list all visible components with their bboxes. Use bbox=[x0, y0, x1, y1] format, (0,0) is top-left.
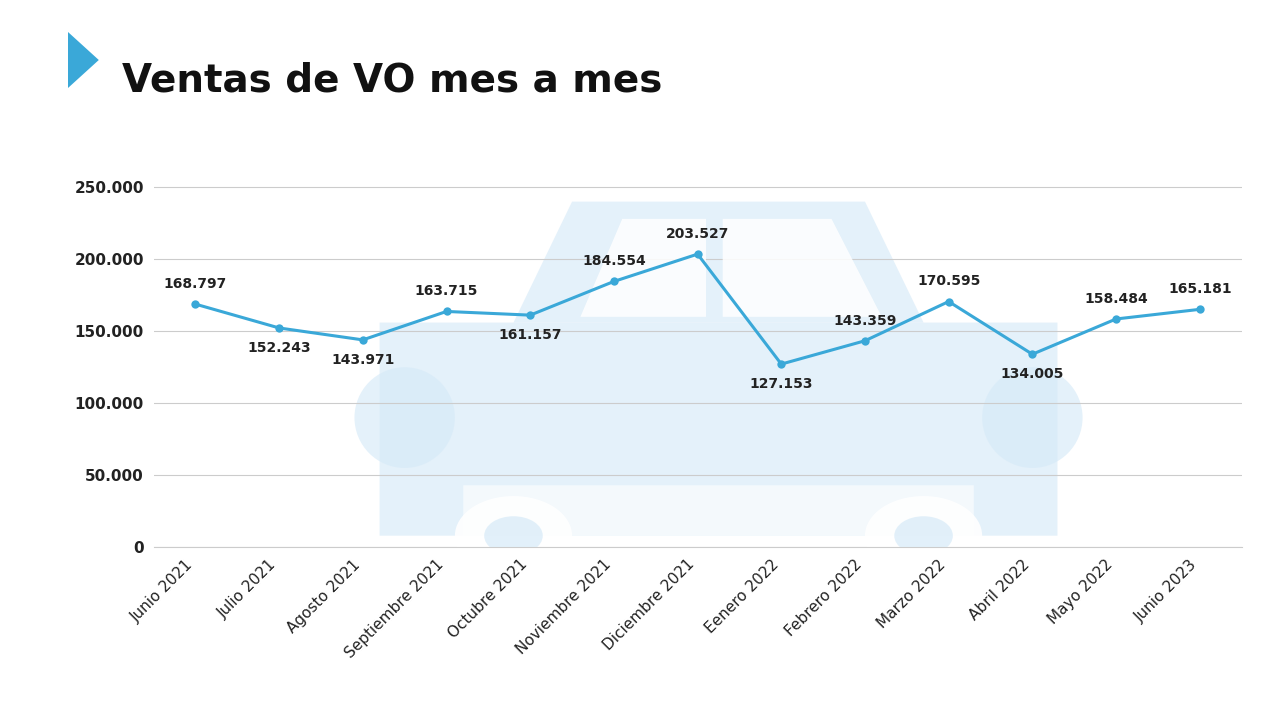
Text: 127.153: 127.153 bbox=[750, 377, 813, 391]
Ellipse shape bbox=[355, 367, 454, 468]
Text: 170.595: 170.595 bbox=[916, 274, 980, 289]
Ellipse shape bbox=[484, 516, 543, 555]
Text: 134.005: 134.005 bbox=[1001, 367, 1064, 382]
Polygon shape bbox=[723, 219, 882, 317]
Polygon shape bbox=[68, 32, 99, 88]
FancyBboxPatch shape bbox=[463, 485, 974, 536]
Text: 163.715: 163.715 bbox=[415, 284, 479, 298]
FancyBboxPatch shape bbox=[380, 323, 1057, 536]
Text: 143.359: 143.359 bbox=[833, 314, 897, 328]
Text: 168.797: 168.797 bbox=[164, 277, 227, 291]
Ellipse shape bbox=[982, 367, 1083, 468]
Text: Ventas de VO mes a mes: Ventas de VO mes a mes bbox=[122, 61, 662, 99]
Text: 165.181: 165.181 bbox=[1167, 282, 1231, 296]
Text: 143.971: 143.971 bbox=[332, 353, 394, 367]
Text: 161.157: 161.157 bbox=[498, 328, 562, 342]
Ellipse shape bbox=[865, 496, 982, 575]
Text: 184.554: 184.554 bbox=[582, 254, 646, 269]
Polygon shape bbox=[513, 202, 924, 323]
Text: 203.527: 203.527 bbox=[666, 227, 730, 241]
Polygon shape bbox=[580, 219, 707, 317]
Ellipse shape bbox=[454, 496, 572, 575]
Ellipse shape bbox=[895, 516, 952, 555]
Text: 152.243: 152.243 bbox=[247, 341, 311, 355]
Text: 158.484: 158.484 bbox=[1084, 292, 1148, 306]
